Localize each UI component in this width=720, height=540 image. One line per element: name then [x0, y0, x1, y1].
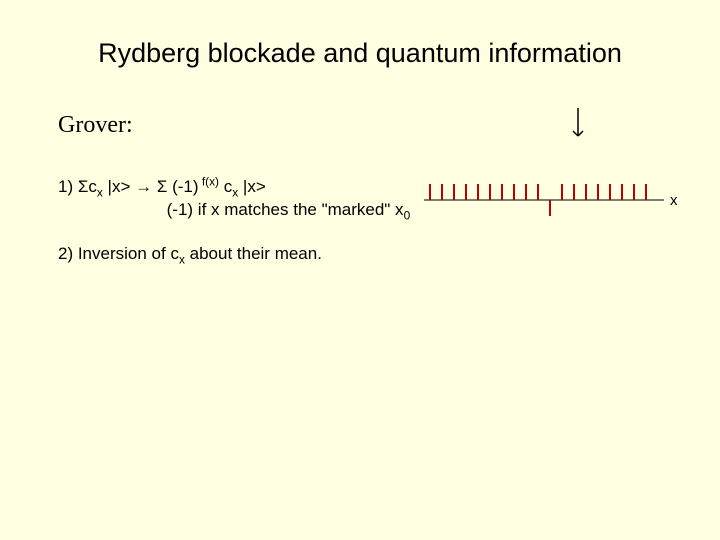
svg-text:x: x: [670, 192, 678, 209]
amplitude-chart: x: [0, 0, 720, 540]
